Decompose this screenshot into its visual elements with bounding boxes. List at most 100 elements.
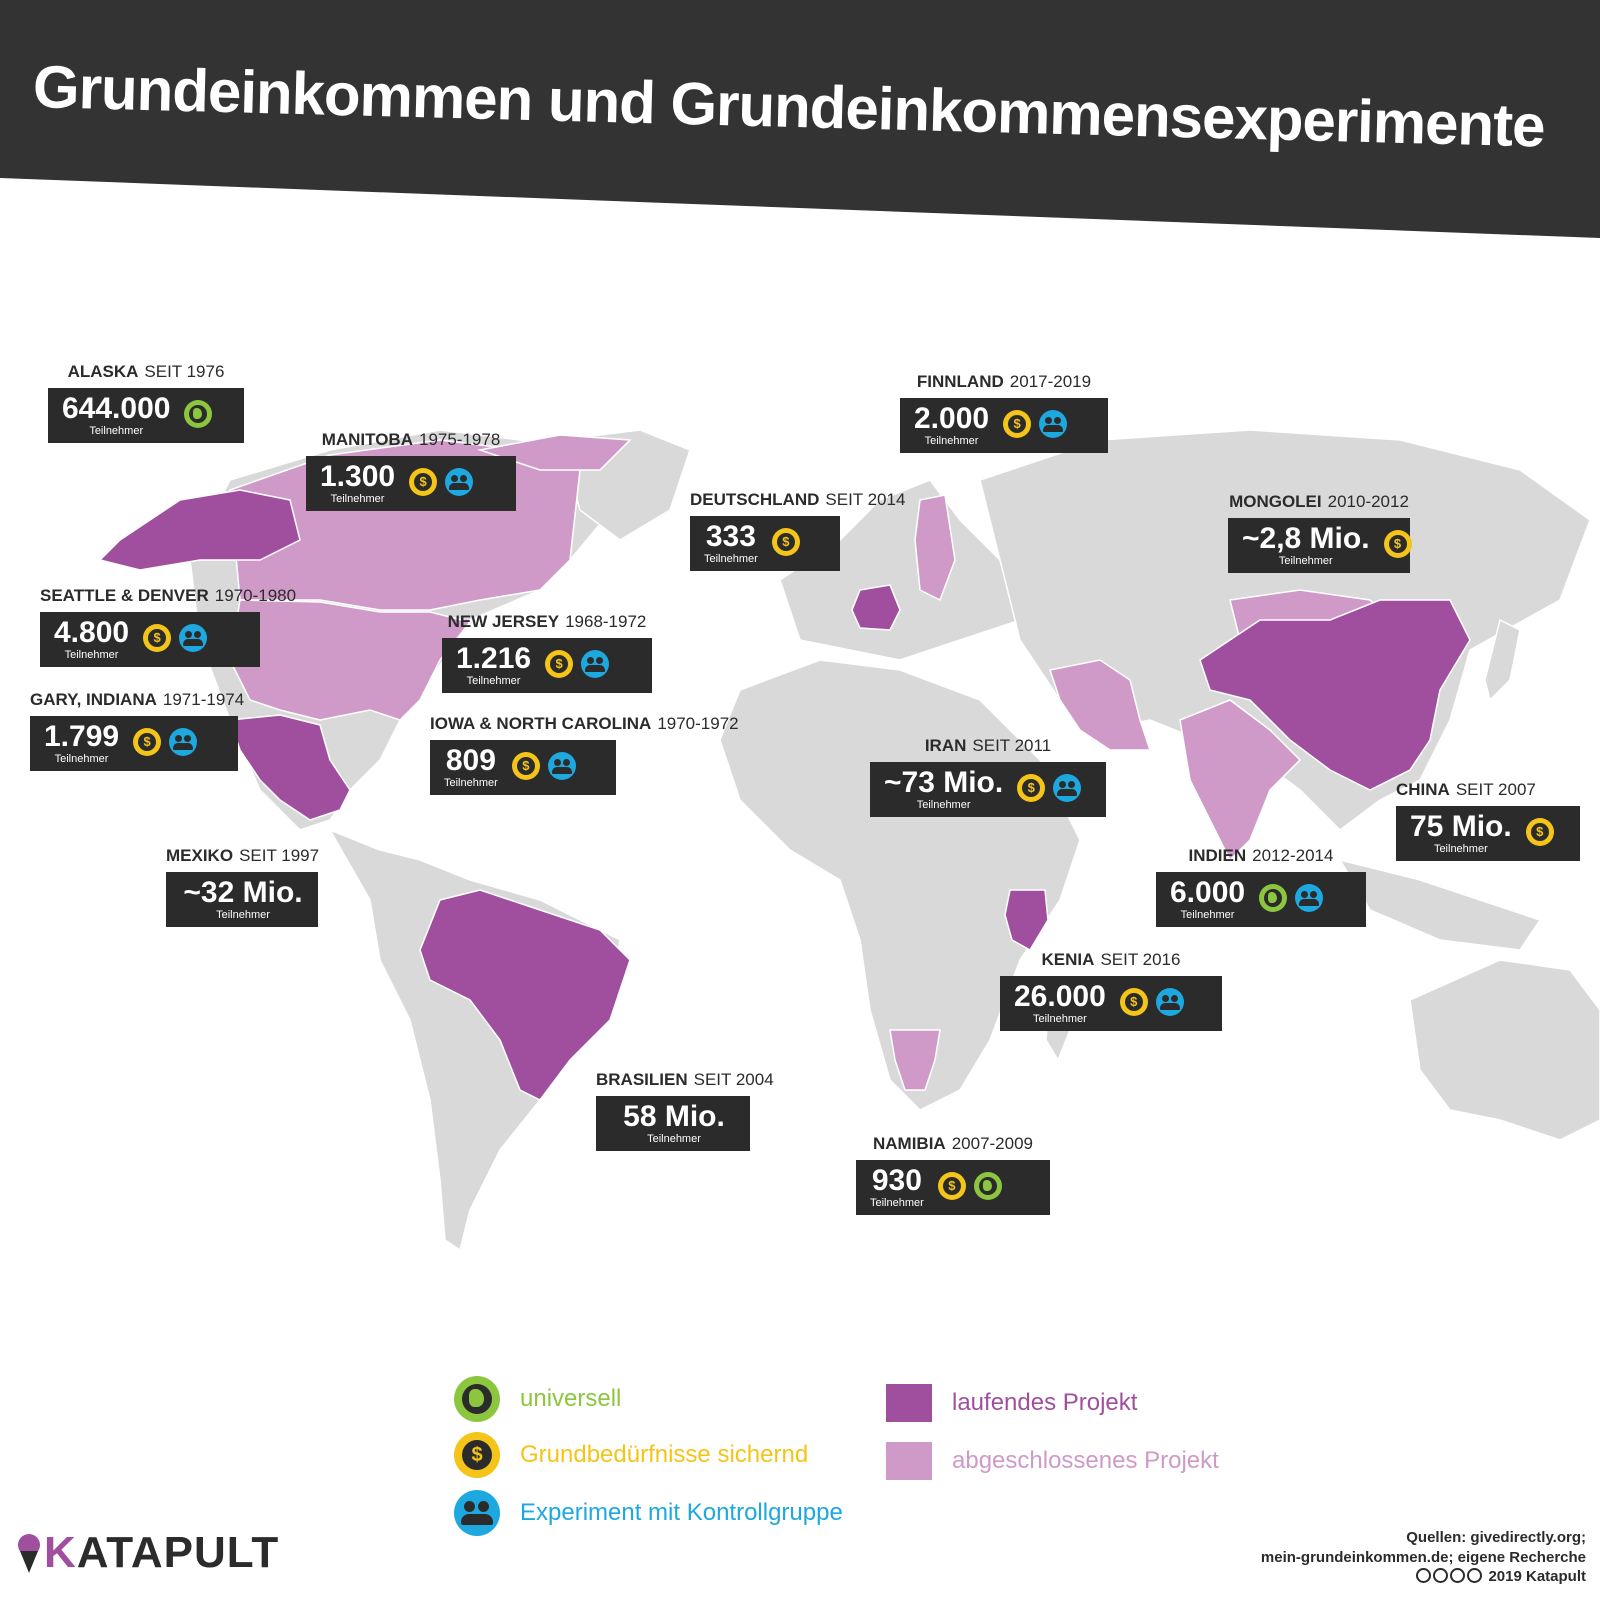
period: 2017-2019 bbox=[1009, 372, 1092, 391]
place-name: IOWA & NORTH CAROLINA bbox=[430, 714, 652, 733]
category-icons bbox=[1259, 884, 1324, 913]
region-iran bbox=[1049, 659, 1152, 751]
value-group: ~73 Mio. Teilnehmer bbox=[884, 766, 1003, 811]
participant-count: 26.000 bbox=[1014, 979, 1106, 1013]
value-box: 1.300 Teilnehmer bbox=[306, 455, 516, 511]
group-icon bbox=[547, 752, 576, 781]
coin-icon bbox=[133, 728, 162, 757]
nc-icon bbox=[1450, 1568, 1466, 1583]
participant-count: 6.000 bbox=[1170, 875, 1246, 909]
globe-icon bbox=[184, 400, 213, 429]
callout-kenia: KENIA SEIT 2016 26.000 Teilnehmer bbox=[1000, 950, 1222, 1031]
callout-finnland: FINNLAND 2017-2019 2.000 Teilnehmer bbox=[900, 372, 1108, 453]
category-icons bbox=[1383, 530, 1412, 559]
value-box: 930 Teilnehmer bbox=[856, 1159, 1050, 1215]
period: SEIT 2007 bbox=[1455, 780, 1536, 799]
value-box: 1.799 Teilnehmer bbox=[30, 715, 238, 771]
globe-icon bbox=[1259, 884, 1288, 913]
value-box: 75 Mio. Teilnehmer bbox=[1396, 805, 1580, 861]
participant-label: Teilnehmer bbox=[916, 798, 971, 811]
value-group: 644.000 Teilnehmer bbox=[62, 392, 170, 437]
value-box: 809 Teilnehmer bbox=[430, 739, 616, 795]
participant-label: Teilnehmer bbox=[1433, 842, 1488, 855]
participant-label: Teilnehmer bbox=[704, 552, 758, 565]
category-icons bbox=[143, 624, 208, 653]
group-icon bbox=[1295, 884, 1324, 913]
coin-icon bbox=[545, 650, 574, 679]
period: SEIT 1976 bbox=[144, 362, 225, 381]
callout-heading: NEW JERSEY 1968-1972 bbox=[442, 612, 652, 632]
callout-gary-indiana: GARY, INDIANA 1971-1974 1.799 Teilnehmer bbox=[30, 690, 244, 771]
participant-count: 1.216 bbox=[456, 641, 532, 675]
region-kenya bbox=[1004, 889, 1049, 952]
callout-heading: CHINA SEIT 2007 bbox=[1396, 780, 1580, 800]
period: 1971-1974 bbox=[162, 690, 245, 709]
value-group: 333 Teilnehmer bbox=[704, 520, 758, 565]
title-banner bbox=[0, 0, 1600, 238]
callout-seattle-denver: SEATTLE & DENVER 1970-1980 4.800 Teilnehmer bbox=[40, 586, 296, 667]
place-name: ALASKA bbox=[67, 362, 139, 381]
value-box: 644.000 Teilnehmer bbox=[48, 387, 244, 443]
value-group: 58 Mio. Teilnehmer bbox=[623, 1100, 725, 1145]
callout-deutschland: DEUTSCHLAND SEIT 2014 333 Teilnehmer bbox=[690, 490, 905, 571]
place-name: CHINA bbox=[1396, 780, 1450, 799]
participant-label: Teilnehmer bbox=[64, 648, 119, 661]
participant-count: 809 bbox=[445, 743, 496, 777]
callout-heading: MONGOLEI 2010-2012 bbox=[1228, 492, 1410, 512]
katapult-logo: KATAPULT bbox=[14, 1528, 279, 1578]
category-icons bbox=[184, 400, 213, 429]
value-group: 809 Teilnehmer bbox=[444, 744, 498, 789]
region-mexico bbox=[228, 714, 351, 821]
participant-label: Teilnehmer bbox=[647, 1132, 701, 1145]
land-australia bbox=[1409, 959, 1600, 1141]
place-name: NEW JERSEY bbox=[447, 612, 560, 631]
globe-icon bbox=[973, 1172, 1002, 1201]
group-icon bbox=[445, 468, 474, 497]
callout-heading: BRASILIEN SEIT 2004 bbox=[596, 1070, 774, 1090]
value-group: 1.799 Teilnehmer bbox=[44, 720, 119, 765]
coin-icon bbox=[1525, 818, 1554, 847]
callout-heading: GARY, INDIANA 1971-1974 bbox=[30, 690, 244, 710]
participant-count: ~2,8 Mio. bbox=[1242, 521, 1370, 555]
region-alaska bbox=[98, 489, 301, 571]
callout-heading: FINNLAND 2017-2019 bbox=[900, 372, 1108, 392]
callout-heading: DEUTSCHLAND SEIT 2014 bbox=[690, 490, 905, 510]
group-icon bbox=[179, 624, 208, 653]
callout-heading: IOWA & NORTH CAROLINA 1970-1972 bbox=[430, 714, 739, 734]
value-group: 2.000 Teilnehmer bbox=[914, 402, 989, 447]
place-name: MONGOLEI bbox=[1229, 492, 1322, 511]
region-usa bbox=[229, 599, 472, 721]
participant-label: Teilnehmer bbox=[1180, 908, 1235, 921]
participant-count: 4.800 bbox=[54, 615, 130, 649]
coin-icon bbox=[143, 624, 172, 653]
callout-iowa-north-carolina: IOWA & NORTH CAROLINA 1970-1972 809 Teilneh… bbox=[430, 714, 739, 795]
callout-heading: INDIEN 2012-2014 bbox=[1156, 846, 1366, 866]
category-icons bbox=[1119, 988, 1184, 1017]
period: SEIT 2004 bbox=[693, 1070, 774, 1089]
coin-icon bbox=[1017, 774, 1046, 803]
place-name: INDIEN bbox=[1188, 846, 1247, 865]
callout-manitoba: MANITOBA 1975-1978 1.300 Teilnehmer bbox=[306, 430, 516, 511]
category-icons bbox=[545, 650, 610, 679]
group-icon bbox=[581, 650, 610, 679]
place-name: DEUTSCHLAND bbox=[690, 490, 820, 509]
category-icons bbox=[937, 1172, 1002, 1201]
participant-count: 930 bbox=[871, 1163, 922, 1197]
region-namibia bbox=[889, 1029, 941, 1091]
category-icons bbox=[1017, 774, 1082, 803]
callout-iran: IRAN SEIT 2011 ~73 Mio. Teilnehmer bbox=[870, 736, 1106, 817]
callout-heading: ALASKA SEIT 1976 bbox=[48, 362, 244, 382]
land-japan bbox=[1484, 618, 1521, 702]
region-germany bbox=[851, 584, 901, 631]
place-name: SEATTLE & DENVER bbox=[40, 586, 209, 605]
participant-label: Teilnehmer bbox=[89, 424, 144, 437]
period: SEIT 1997 bbox=[239, 846, 320, 865]
period: SEIT 2016 bbox=[1100, 950, 1181, 969]
value-group: 930 Teilnehmer bbox=[870, 1164, 924, 1209]
license-line: 2019 Katapult bbox=[1261, 1567, 1586, 1587]
coin-icon bbox=[1119, 988, 1148, 1017]
value-box: 333 Teilnehmer bbox=[690, 515, 840, 571]
participant-count: 644.000 bbox=[62, 391, 171, 425]
participant-label: Teilnehmer bbox=[1278, 554, 1333, 567]
